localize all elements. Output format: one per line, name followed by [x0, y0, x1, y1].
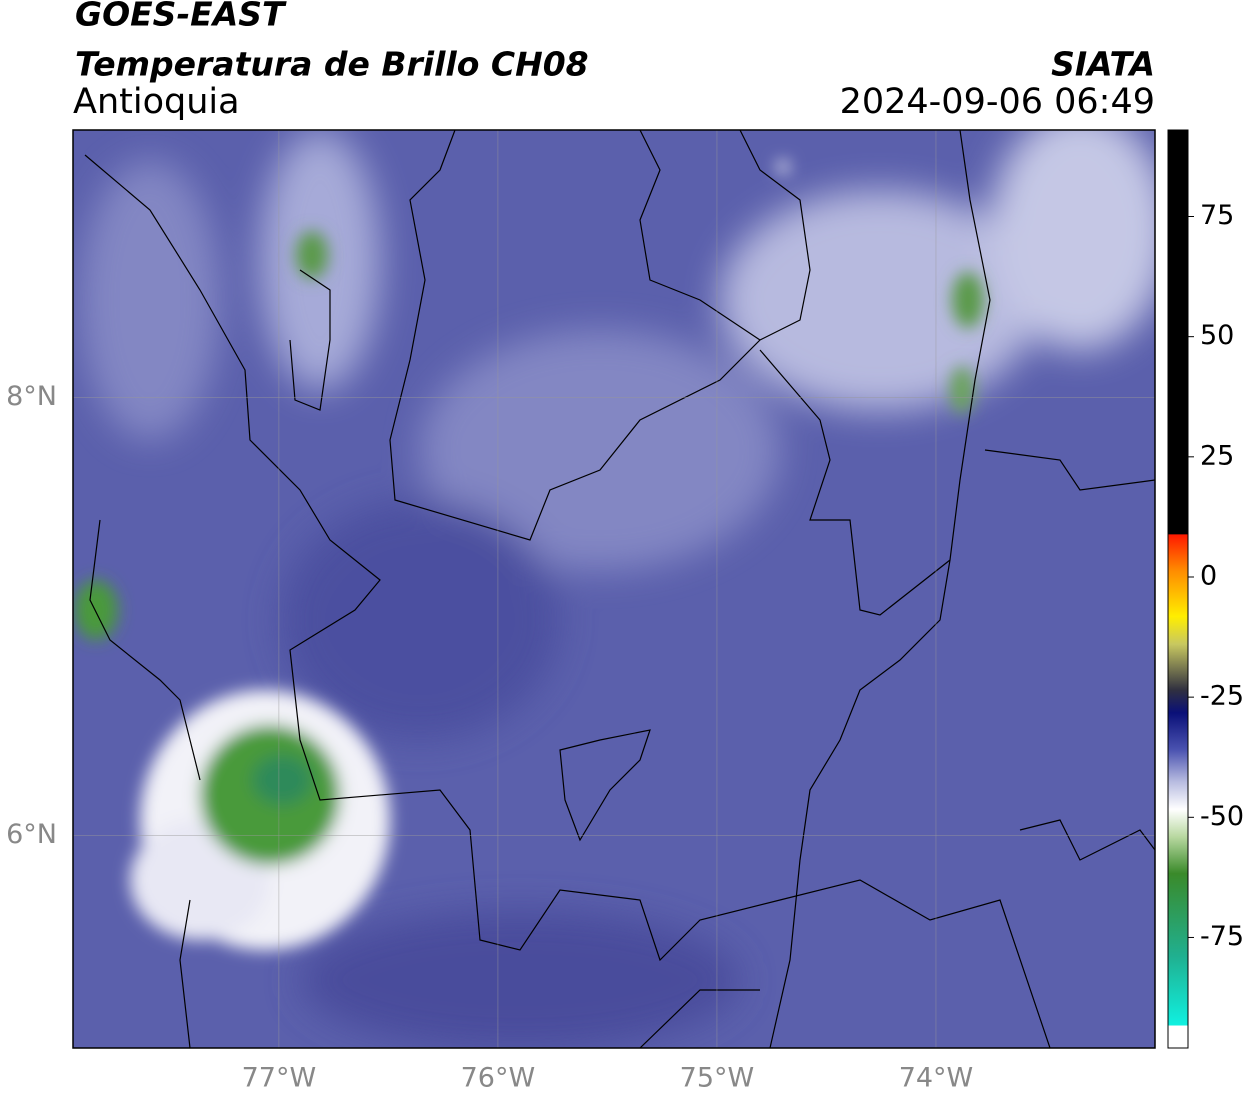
- x-tick-label: 74°W: [899, 1063, 974, 1094]
- colorbar: [1167, 129, 1189, 1049]
- colorbar-tick-label: 0: [1200, 560, 1217, 591]
- y-tick-label: 6°N: [6, 819, 57, 850]
- colorbar-tick-label: 75: [1200, 200, 1234, 231]
- map-image: [73, 130, 1155, 1048]
- x-tick-label: 77°W: [242, 1063, 317, 1094]
- colorbar-tick-label: 25: [1200, 440, 1234, 471]
- source: SIATA: [1051, 45, 1155, 84]
- colorbar-tick-label: -25: [1200, 681, 1244, 712]
- colorbar-tick-label: 50: [1200, 320, 1234, 351]
- colorbar-tick-label: -50: [1200, 801, 1244, 832]
- x-tick-label: 75°W: [680, 1063, 755, 1094]
- graticule: [73, 130, 1155, 1048]
- title: GOES-EAST: [75, 0, 287, 34]
- y-tick-label: 8°N: [6, 381, 57, 412]
- map-frame: [72, 129, 1156, 1049]
- region: Antioquia: [73, 82, 240, 122]
- x-tick-label: 76°W: [461, 1063, 536, 1094]
- colorbar-tick-label: -75: [1200, 921, 1244, 952]
- subtitle: Temperatura de Brillo CH08: [75, 45, 589, 84]
- timestamp: 2024-09-06 06:49: [840, 82, 1155, 122]
